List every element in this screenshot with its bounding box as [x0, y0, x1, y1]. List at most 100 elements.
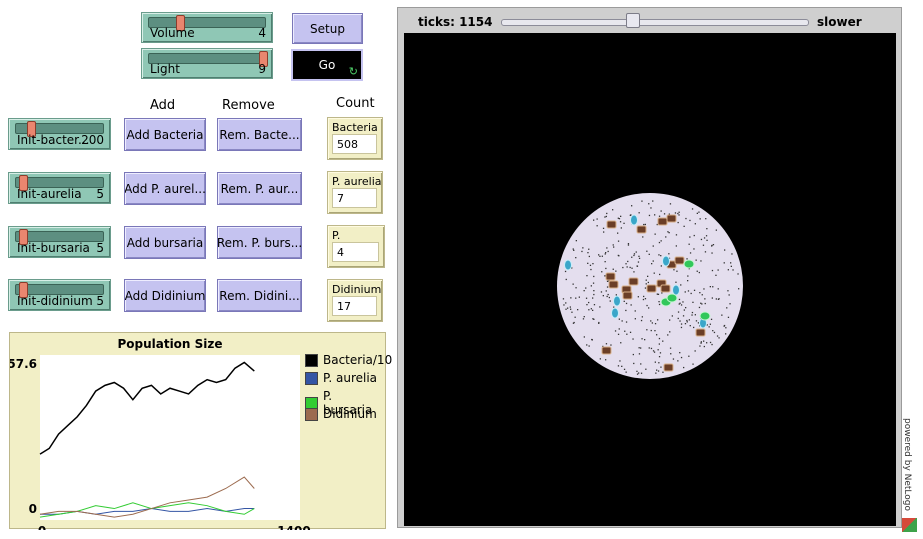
bacterium — [682, 315, 685, 317]
light-slider[interactable]: Light 9 — [141, 48, 273, 79]
remove-bacteria-button[interactable]: Rem. Bacte... — [217, 118, 302, 151]
bacterium — [656, 369, 658, 371]
slider-label: Volume — [150, 26, 195, 40]
bacterium — [582, 247, 584, 249]
bacterium — [711, 269, 714, 272]
bacterium — [600, 291, 603, 293]
add-aurelia-button[interactable]: Add P. aurel... — [124, 172, 206, 205]
init-didinium-slider[interactable]: Init-didinium 5 — [8, 279, 111, 311]
bacterium — [648, 347, 650, 349]
slider-label: Init-didinium — [17, 294, 93, 308]
bacterium — [596, 225, 598, 227]
slider-handle[interactable] — [27, 121, 37, 137]
bacterium — [711, 343, 713, 346]
bacterium — [629, 331, 632, 333]
bacterium — [671, 315, 673, 317]
aurelia-organism — [611, 307, 619, 319]
bacterium — [668, 232, 670, 234]
bacterium — [629, 266, 631, 269]
remove-aurelia-button[interactable]: Rem. P. aur... — [217, 172, 302, 205]
add-bursaria-button[interactable]: Add bursaria — [124, 226, 206, 259]
bacterium — [593, 290, 595, 292]
bacterium — [575, 287, 577, 289]
didinium-organism — [628, 277, 639, 286]
bacterium — [588, 345, 590, 347]
bacterium — [706, 239, 708, 241]
bacterium — [564, 270, 567, 273]
bacterium — [699, 218, 701, 220]
bacterium — [581, 250, 583, 253]
didinium-organism — [674, 256, 685, 265]
bacterium — [737, 273, 739, 275]
bacterium — [587, 252, 589, 254]
bacterium — [680, 284, 682, 286]
bacterium — [700, 342, 702, 344]
slider-value: 200 — [81, 133, 104, 147]
bacterium — [658, 301, 660, 303]
slider-handle[interactable] — [19, 229, 29, 245]
volume-slider[interactable]: Volume 4 — [141, 12, 273, 43]
bacterium — [678, 211, 680, 213]
bacterium — [705, 218, 707, 220]
bacterium — [626, 266, 628, 268]
bacterium — [700, 238, 703, 241]
bacterium — [573, 249, 575, 251]
y-tick-label: 57.6 — [10, 357, 37, 371]
bacterium — [646, 329, 648, 331]
bacterium — [610, 344, 612, 346]
aurelia-organism — [564, 259, 572, 271]
slider-handle[interactable] — [19, 282, 29, 298]
bacterium — [677, 212, 679, 215]
didinium-organism — [601, 346, 612, 355]
bacterium — [614, 330, 617, 332]
slider-handle[interactable] — [259, 51, 268, 67]
bacterium — [652, 260, 654, 262]
bacterium — [689, 236, 691, 238]
bacterium — [623, 300, 625, 302]
go-button[interactable]: Go ↻ — [291, 49, 363, 81]
x-tick-label: 1400 — [277, 524, 310, 530]
remove-didinium-button[interactable]: Rem. Didini... — [217, 279, 302, 312]
bacterium — [618, 328, 620, 330]
bacterium — [669, 347, 672, 349]
init-bacteria-slider[interactable]: Init-bacter... 200 — [8, 118, 111, 150]
bacterium — [677, 221, 679, 224]
bacterium — [716, 335, 719, 337]
bacterium — [578, 296, 580, 298]
remove-bursaria-button[interactable]: Rem. P. burs... — [217, 226, 302, 259]
bacterium — [708, 326, 710, 328]
bacterium — [609, 300, 611, 302]
init-aurelia-slider[interactable]: Init-aurelia 5 — [8, 172, 111, 204]
bacterium — [712, 244, 715, 246]
speed-slider-handle[interactable] — [625, 13, 640, 28]
bacterium — [703, 237, 706, 239]
bacterium — [712, 286, 714, 288]
bacterium — [683, 309, 685, 311]
bacterium — [593, 219, 595, 221]
setup-button[interactable]: Setup — [292, 13, 363, 44]
monitor-value: 508 — [332, 134, 377, 154]
bacterium — [627, 244, 630, 246]
bacterium — [715, 274, 717, 276]
didinium-organism — [657, 217, 668, 226]
bacterium — [612, 244, 614, 246]
init-bursaria-slider[interactable]: Init-bursaria 5 — [8, 226, 111, 258]
bacterium — [694, 314, 696, 316]
world-view[interactable] — [404, 33, 896, 526]
add-bacteria-button[interactable]: Add Bacteria — [124, 118, 206, 151]
speed-slider-track[interactable] — [501, 19, 809, 26]
bacterium — [654, 214, 656, 216]
bacterium — [605, 267, 607, 270]
didinium-organism — [605, 272, 616, 281]
bacterium — [682, 301, 684, 303]
bacterium — [644, 223, 646, 226]
bacterium — [648, 203, 650, 205]
bacterium — [653, 351, 656, 353]
bacterium — [723, 262, 725, 264]
bacterium — [624, 330, 626, 332]
add-didinium-button[interactable]: Add Didinium — [124, 279, 206, 312]
bacterium — [680, 326, 683, 329]
slider-handle[interactable] — [19, 175, 29, 191]
bacterium — [569, 306, 571, 308]
slider-handle[interactable] — [175, 15, 185, 31]
